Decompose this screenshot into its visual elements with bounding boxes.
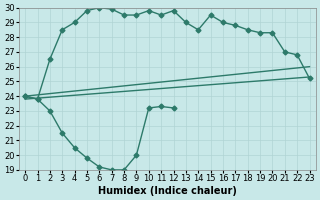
X-axis label: Humidex (Indice chaleur): Humidex (Indice chaleur)	[98, 186, 237, 196]
